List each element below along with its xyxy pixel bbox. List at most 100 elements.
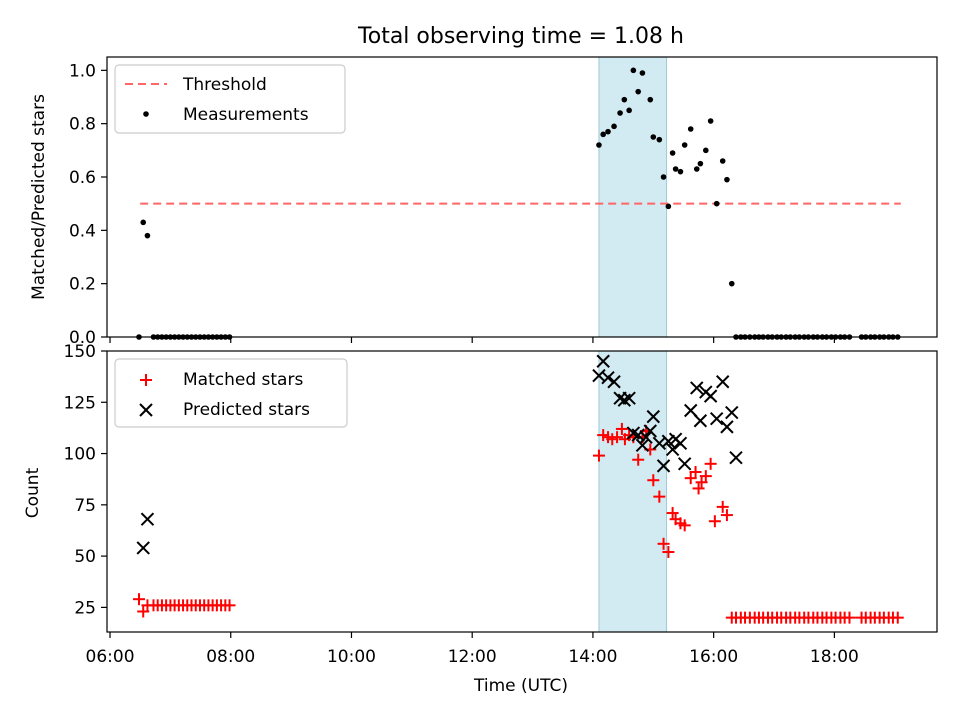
predicted-star-point xyxy=(690,381,704,395)
matched-star-point xyxy=(223,599,236,612)
matched-star-point xyxy=(592,449,605,462)
predicted-star-point xyxy=(693,414,708,428)
predicted-star-point xyxy=(601,370,615,385)
measurement-point xyxy=(677,168,684,175)
measurement-point xyxy=(703,147,709,154)
measurement-point xyxy=(669,150,676,156)
measurement-point xyxy=(687,126,694,132)
measurement-point xyxy=(693,166,700,172)
measurement-point xyxy=(697,160,704,167)
predicted-star-point xyxy=(703,389,718,403)
x-tick-label: 18:00 xyxy=(810,647,859,667)
x-tick-label: 08:00 xyxy=(206,647,255,667)
predicted-star-point xyxy=(622,391,636,405)
predicted-star-point xyxy=(635,438,650,453)
measurement-point xyxy=(647,96,654,103)
matched-star-point xyxy=(137,605,150,618)
measurement-point xyxy=(656,136,663,143)
predicted-star-point xyxy=(646,409,660,424)
legend-predicted-swatch xyxy=(139,403,153,417)
matched-star-point xyxy=(666,507,679,520)
matched-star-point xyxy=(704,457,717,470)
legend-matched-label: Matched stars xyxy=(183,370,303,390)
matched-star-point xyxy=(891,611,904,624)
matched-star-point xyxy=(716,500,729,513)
ratio-legend: Threshold Measurements xyxy=(114,64,346,134)
count-y-axis-label: Count xyxy=(23,467,43,518)
count-legend: Matched stars Predicted stars xyxy=(114,358,348,428)
legend-measurements-swatch xyxy=(143,111,149,117)
count-legend-box xyxy=(114,358,348,428)
predicted-star-point xyxy=(725,405,739,420)
predicted-star-point xyxy=(643,424,657,438)
observing-window-highlight xyxy=(598,56,668,338)
chart-title: Total observing time = 1.08 h xyxy=(357,24,684,49)
measurement-point xyxy=(605,128,611,135)
matched-star-point xyxy=(843,611,856,624)
legend-predicted-label: Predicted stars xyxy=(183,400,310,420)
matched-star-point xyxy=(657,537,670,550)
ratio-legend-box xyxy=(114,64,346,134)
predicted-star-point xyxy=(720,420,734,434)
measurement-point xyxy=(707,118,714,124)
legend-matched-swatch xyxy=(140,374,152,386)
ratio-y-tick-label: 0.6 xyxy=(69,168,96,188)
matched-star-point xyxy=(615,422,628,435)
matched-star-point xyxy=(695,476,708,489)
measurement-point xyxy=(596,142,602,148)
measurement-point xyxy=(728,280,735,287)
predicted-star-point xyxy=(729,450,743,465)
count-x-axis: 06:00 08:00 10:00 12:00 14:00 16:00 18:00 xyxy=(86,632,859,667)
count-y-tick-label: 75 xyxy=(74,496,96,516)
measurement-point xyxy=(600,131,606,138)
ratio-y-axis-label: Matched/Predicted stars xyxy=(29,94,49,300)
measurement-point xyxy=(144,232,151,239)
predicted-star-point xyxy=(677,457,692,471)
count-y-axis: 25 50 75 100 125 150 xyxy=(64,342,107,618)
ratio-y-tick-label: 0.4 xyxy=(69,221,96,241)
matched-star-point xyxy=(678,519,691,532)
predicted-star-point xyxy=(716,375,730,389)
measurement-point xyxy=(713,200,720,207)
count-y-tick-label: 150 xyxy=(64,342,96,362)
x-tick-label: 12:00 xyxy=(448,647,497,667)
measurement-point xyxy=(630,67,637,74)
count-panel: 25 50 75 100 125 150 06:00 08:00 10:00 12:00 14:0… xyxy=(23,342,938,696)
count-panel-frame xyxy=(106,350,938,633)
predicted-star-point xyxy=(631,428,645,442)
matched-star-point xyxy=(662,546,675,559)
measurement-point xyxy=(724,176,730,183)
predicted-star-point xyxy=(596,354,610,368)
ratio-y-axis: 0.0 0.2 0.4 0.6 0.8 1.0 xyxy=(69,61,107,348)
predicted-star-point xyxy=(639,430,653,444)
ratio-y-tick-label: 0.8 xyxy=(69,115,96,135)
predicted-star-point xyxy=(656,459,671,473)
x-tick-label: 14:00 xyxy=(568,647,617,667)
measurement-point xyxy=(639,70,646,76)
matched-star-point xyxy=(708,515,721,528)
count-y-tick-label: 125 xyxy=(64,393,96,413)
count-points xyxy=(132,354,904,624)
measurement-point xyxy=(617,110,623,116)
measurement-point xyxy=(660,174,667,180)
measurement-point xyxy=(665,203,672,210)
count-y-tick-label: 50 xyxy=(74,547,96,567)
ratio-x-ticks xyxy=(109,337,835,343)
matched-star-point xyxy=(689,466,702,479)
matched-star-point xyxy=(692,482,705,495)
ratio-y-tick-label: 1.0 xyxy=(69,61,96,81)
matched-star-point xyxy=(684,472,697,485)
measurement-point xyxy=(140,219,147,226)
measurement-point xyxy=(621,96,628,103)
predicted-star-point xyxy=(136,541,150,555)
measurement-point xyxy=(681,142,688,148)
predicted-star-point xyxy=(607,375,621,389)
x-axis-label: Time (UTC) xyxy=(473,676,568,696)
measurement-point xyxy=(719,158,726,164)
ratio-y-tick-label: 0.0 xyxy=(69,328,96,348)
measurement-point xyxy=(635,88,641,95)
predicted-star-point xyxy=(673,436,688,451)
ratio-y-tick-label: 0.2 xyxy=(69,275,96,295)
measurement-points xyxy=(136,67,901,340)
